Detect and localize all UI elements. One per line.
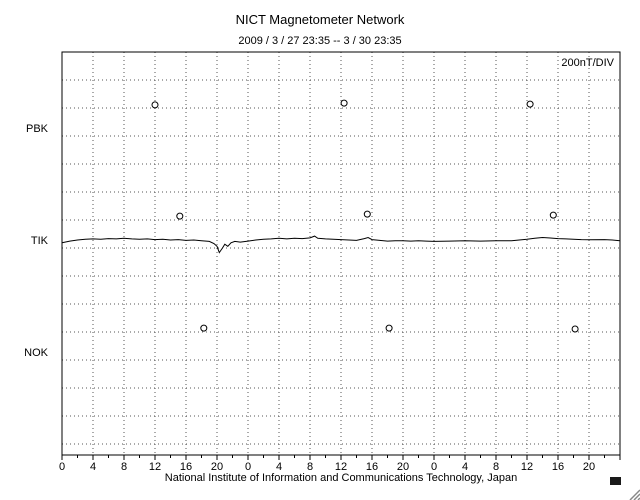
x-tick-label: 12 [335,461,347,473]
data-gap-marker [526,100,534,108]
x-tick-label: 16 [552,461,564,473]
data-gap-marker [549,211,557,219]
x-tick-label: 20 [583,461,595,473]
x-tick-label: 0 [245,461,251,473]
data-gap-marker [176,212,184,220]
x-tick-label: 12 [521,461,533,473]
x-tick-label: 0 [59,461,65,473]
y-axis-label-tik: TIK [31,235,49,247]
data-gap-marker [571,325,579,333]
grid-lines [62,52,620,455]
x-axis-ticks [61,455,621,460]
y-axis-station-labels: PBK TIK NOK [24,123,49,359]
x-tick-label: 4 [90,461,96,473]
resize-grip-icon[interactable] [629,489,640,500]
tik-trace-line [61,235,621,254]
data-gap-marker [385,324,393,332]
chart-subtitle: 2009 / 3 / 27 23:35 -- 3 / 30 23:35 [238,35,401,47]
x-tick-label: 8 [493,461,499,473]
x-tick-label: 8 [121,461,127,473]
corner-badge-icon [610,477,621,485]
x-tick-label: 16 [180,461,192,473]
x-tick-label: 16 [366,461,378,473]
y-axis-label-nok: NOK [24,347,49,359]
trace-group [61,235,621,254]
scale-label: 200nT/DIV [561,57,614,69]
page-title: NICT Magnetometer Network [236,12,405,27]
y-axis-label-pbk: PBK [26,123,49,135]
data-gap-marker [200,324,208,332]
data-gap-marker [363,210,371,218]
data-gap-marker [340,99,348,107]
x-tick-label: 20 [397,461,409,473]
x-axis-tick-labels: 0 4 8 12 16 20 0 4 8 12 16 20 0 4 8 12 16 20 [59,461,595,473]
x-tick-label: 20 [211,461,223,473]
x-tick-label: 12 [149,461,161,473]
chart-caption: National Institute of Information and Co… [165,472,517,484]
x-tick-label: 4 [462,461,468,473]
x-tick-label: 8 [307,461,313,473]
gap-markers-group [151,99,579,333]
x-tick-label: 0 [431,461,437,473]
data-gap-marker [151,101,159,109]
x-tick-label: 4 [276,461,282,473]
